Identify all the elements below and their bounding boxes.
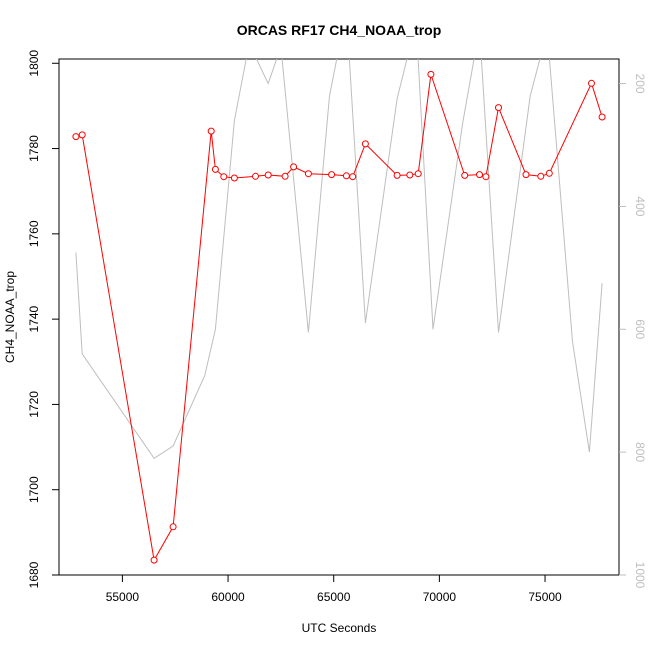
series-0-point bbox=[220, 173, 228, 181]
series-0-point bbox=[588, 79, 595, 87]
series-1-line bbox=[75, 59, 603, 459]
x-tick-label: 75000 bbox=[528, 590, 562, 604]
series-0-point bbox=[545, 169, 553, 177]
y-axis-label: CH4_NOAA_trop bbox=[3, 271, 17, 363]
series-0-point bbox=[537, 172, 545, 180]
right-axis-series-layer bbox=[75, 59, 603, 459]
series-0-point bbox=[476, 171, 483, 179]
y-tick-label: 1720 bbox=[27, 391, 41, 418]
y2-tick-label: 1000 bbox=[633, 562, 647, 589]
y-tick-label: 1680 bbox=[27, 561, 41, 588]
y-tick-label: 1700 bbox=[27, 476, 41, 503]
series-0-point bbox=[169, 523, 177, 531]
y-tick-label: 1760 bbox=[27, 220, 41, 247]
y-tick-label: 1780 bbox=[27, 135, 41, 162]
series-0-point bbox=[393, 171, 401, 179]
series-0-point bbox=[264, 171, 272, 179]
y2-tick-label: 400 bbox=[633, 196, 647, 216]
y-tick-label: 1800 bbox=[27, 50, 41, 77]
series-0-point bbox=[281, 172, 289, 180]
series-0-point bbox=[211, 165, 219, 173]
chart-title: ORCAS RF17 CH4_NOAA_trop bbox=[237, 22, 442, 38]
x-tick-label: 60000 bbox=[211, 590, 245, 604]
left-axis-series-layer bbox=[72, 70, 606, 564]
x-tick-label: 70000 bbox=[423, 590, 457, 604]
series-0-point bbox=[361, 140, 369, 148]
series-0-point bbox=[230, 174, 238, 182]
series-0-point bbox=[349, 173, 357, 181]
x-axis-label: UTC Seconds bbox=[302, 621, 377, 635]
y2-tick-label: 600 bbox=[633, 319, 647, 339]
series-0-point bbox=[495, 104, 502, 112]
series-0-point bbox=[342, 172, 350, 180]
x-tick-label: 65000 bbox=[317, 590, 351, 604]
series-0-point bbox=[72, 133, 80, 141]
series-0-point bbox=[252, 172, 259, 180]
series-0-point bbox=[290, 163, 298, 171]
x-tick-label: 55000 bbox=[106, 590, 140, 604]
y2-tick-label: 200 bbox=[633, 74, 647, 94]
series-0-point bbox=[414, 170, 422, 178]
plot-frame bbox=[58, 58, 620, 576]
series-0-point bbox=[427, 70, 435, 78]
series-0-point bbox=[598, 113, 606, 121]
series-0-point bbox=[461, 171, 469, 179]
series-0-point bbox=[328, 171, 336, 179]
series-0-point bbox=[150, 556, 158, 564]
series-0-point bbox=[406, 171, 414, 179]
series-0-point bbox=[207, 127, 215, 135]
series-0-point bbox=[304, 170, 312, 178]
y2-tick-label: 800 bbox=[633, 442, 647, 462]
axes: 55000 60000 65000 70000 75000 1680 1700 1720 174… bbox=[27, 50, 647, 604]
series-0-point bbox=[522, 171, 530, 179]
series-0-point bbox=[482, 173, 490, 181]
y-tick-label: 1740 bbox=[27, 305, 41, 332]
series-0-point bbox=[78, 131, 86, 139]
